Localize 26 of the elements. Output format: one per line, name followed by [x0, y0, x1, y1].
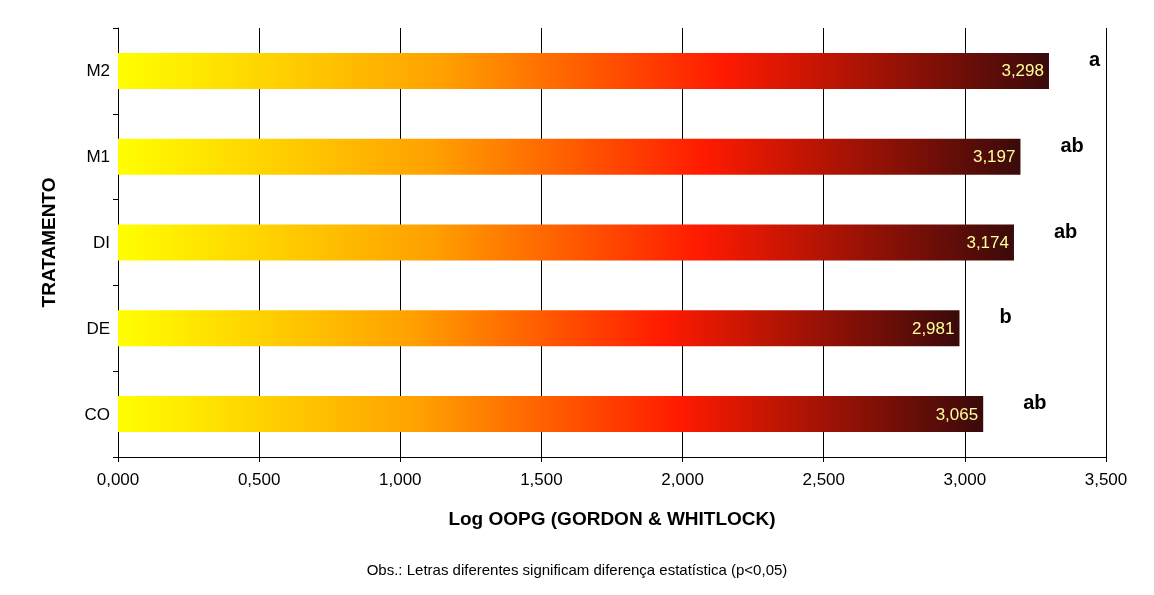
x-tick-label: 1,500 — [520, 470, 563, 489]
data-label: 2,981 — [911, 318, 955, 338]
annotation: ab — [1023, 391, 1047, 414]
y-tick-label: CO — [84, 404, 110, 424]
annotation: ab — [1053, 219, 1078, 242]
x-axis-title: Log OOPG (GORDON & WHITLOCK) — [448, 508, 776, 529]
x-tick-label: 1,000 — [379, 470, 422, 489]
x-tick-label: 3,000 — [943, 470, 987, 489]
y-tick-label: M1 — [86, 147, 110, 167]
data-label: 3,197 — [972, 147, 1016, 167]
y-axis-title: TRATAMENTO — [38, 177, 59, 308]
x-tick-label: 2,500 — [802, 470, 845, 489]
y-tick-label: M2 — [86, 61, 110, 81]
x-tick-label: 0,500 — [237, 470, 281, 489]
annotation: ab — [1060, 133, 1084, 156]
x-tick-label: 0,000 — [96, 470, 140, 489]
text: Obs.: Letras diferentes significam diferença estatística (p<0,05) — [366, 561, 788, 578]
y-tick-label: DE — [86, 318, 110, 338]
data-label: 3,298 — [1001, 61, 1044, 81]
annotation: a — [1088, 47, 1101, 70]
y-tick-label: DI — [93, 233, 110, 252]
data-label: 3,065 — [935, 404, 979, 424]
annotation: b — [999, 305, 1012, 328]
data-label: 3,174 — [966, 233, 1009, 252]
x-tick-label: 2,000 — [661, 470, 704, 489]
x-tick-label: 3,500 — [1084, 470, 1128, 489]
